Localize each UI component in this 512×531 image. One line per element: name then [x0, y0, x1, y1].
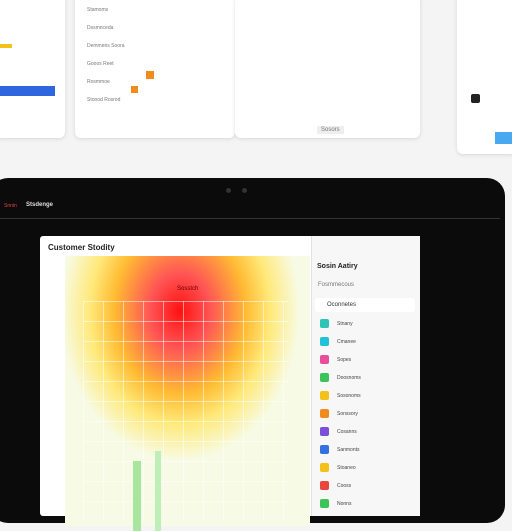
- row-label: Stamoms: [87, 7, 109, 13]
- window: Customer Stodity Sosstch Sosin Aatiry Fo…: [40, 236, 420, 531]
- list-item[interactable]: Nonns: [320, 499, 410, 511]
- item-icon: [320, 337, 329, 346]
- row-label: Dssmnceda: [87, 25, 114, 31]
- camera: [226, 188, 231, 193]
- item-label: Doosnoms: [337, 375, 361, 381]
- item-icon: [320, 463, 329, 472]
- list-item[interactable]: Sonssory: [320, 409, 410, 421]
- item-icon: [320, 355, 329, 364]
- item-label: Cosanns: [337, 429, 357, 435]
- list-item[interactable]: Doosnoms: [320, 373, 410, 385]
- marker: [131, 86, 138, 93]
- item-icon: [320, 409, 329, 418]
- heatmap[interactable]: Sosstch: [65, 256, 310, 531]
- button[interactable]: Sosors: [317, 126, 344, 134]
- row-label: Rosmmoe: [87, 79, 110, 85]
- list-item[interactable]: Stoaneo: [320, 463, 410, 475]
- bar: [155, 451, 161, 531]
- item-icon: [320, 373, 329, 382]
- bar: [133, 461, 141, 531]
- panel-subtitle: Fosmmecous: [318, 282, 355, 288]
- heatmap-label: Sosstch: [177, 286, 199, 292]
- list-item[interactable]: Sosonoms: [320, 391, 410, 403]
- status: Stsdenge: [26, 202, 54, 208]
- list-item[interactable]: Cmanee: [320, 337, 410, 349]
- icon: [471, 94, 480, 103]
- item-label: Sanmonts: [337, 447, 360, 453]
- item-icon: [320, 445, 329, 454]
- grid: [83, 301, 288, 521]
- item-label: Sonssory: [337, 411, 358, 417]
- list-item[interactable]: Stnany: [320, 319, 410, 331]
- badge: Snnin: [4, 203, 17, 209]
- item-label: Sosonoms: [337, 393, 361, 399]
- marker: [146, 71, 154, 79]
- row-label: Stonod Rosrod: [87, 97, 121, 103]
- item-icon: [320, 391, 329, 400]
- item-label: Cmanee: [337, 339, 356, 345]
- selected-row[interactable]: Oconnetes: [315, 298, 415, 312]
- bar: [0, 44, 12, 48]
- item-icon: [320, 427, 329, 436]
- list-item[interactable]: Sanmonts: [320, 445, 410, 457]
- item-label: Nonns: [337, 501, 352, 507]
- item-label: Stoaneo: [337, 465, 356, 471]
- list-item[interactable]: Sopes: [320, 355, 410, 367]
- item-icon: [320, 481, 329, 490]
- divider: [0, 218, 500, 219]
- camera: [242, 188, 247, 193]
- row-label: Demmens Soora: [87, 43, 125, 49]
- panel-title: Sosin Aatiry: [317, 263, 358, 270]
- card: Sosors: [235, 0, 420, 138]
- bar: [495, 132, 512, 144]
- row-label: Gooos Reet: [87, 61, 114, 67]
- side-panel: Sosin Aatiry Fosmmecous Oconnetes Stnany…: [311, 236, 420, 516]
- item-label: Cooss: [337, 483, 352, 489]
- card: [457, 0, 512, 154]
- list-item[interactable]: Cosanns: [320, 427, 410, 439]
- card: Stamoms Dssmnceda Demmens Soora Gooos Reet R…: [75, 0, 235, 138]
- item-label: Sopes: [337, 357, 352, 363]
- selected-label: Oconnetes: [327, 302, 357, 308]
- card: [0, 0, 65, 138]
- item-label: Stnany: [337, 321, 353, 327]
- item-icon: [320, 499, 329, 508]
- list-item[interactable]: Cooss: [320, 481, 410, 493]
- item-icon: [320, 319, 329, 328]
- title: Customer Stodity: [48, 243, 115, 252]
- bar: [0, 86, 55, 96]
